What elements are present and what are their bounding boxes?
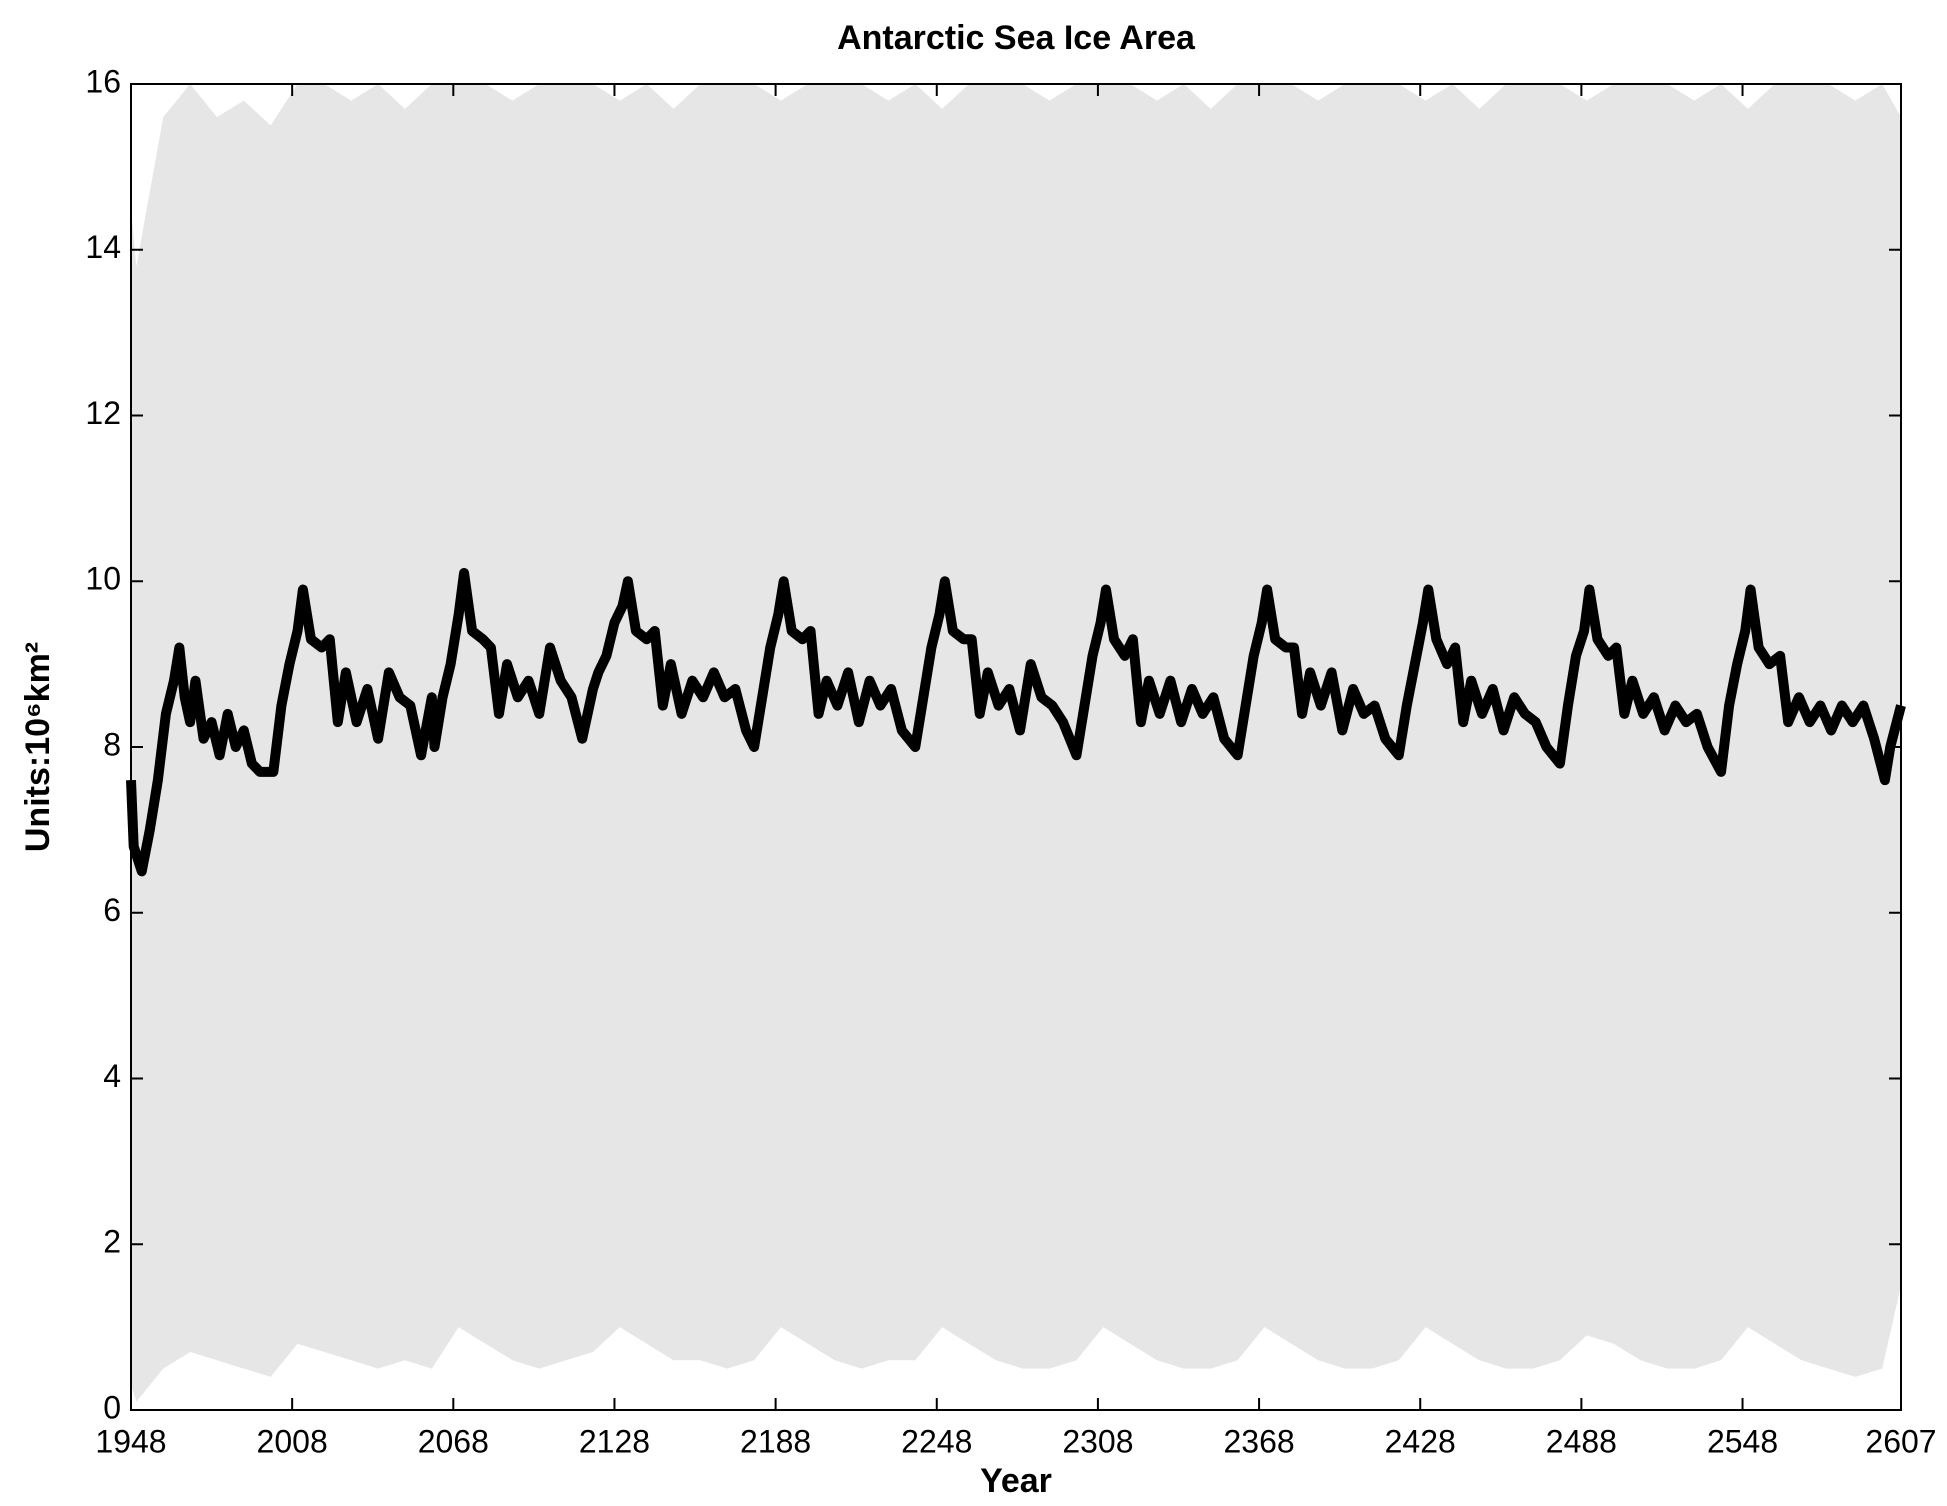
y-tick-label: 6 — [103, 892, 121, 928]
y-tick-label: 10 — [85, 561, 121, 597]
x-tick-label: 2188 — [740, 1423, 811, 1459]
x-tick-label: 1948 — [95, 1423, 166, 1459]
x-axis-label: Year — [980, 1462, 1052, 1500]
x-tick-label: 2368 — [1223, 1423, 1294, 1459]
x-tick-label: 2488 — [1546, 1423, 1617, 1459]
y-tick-label: 2 — [103, 1224, 121, 1260]
x-tick-label: 2248 — [901, 1423, 972, 1459]
chart-title: Antarctic Sea Ice Area — [837, 19, 1196, 57]
area — [131, 84, 1901, 1410]
x-tick-label: 2068 — [418, 1423, 489, 1459]
y-tick-label: 8 — [103, 726, 121, 762]
y-tick-label: 0 — [103, 1389, 121, 1425]
x-tick-label: 2428 — [1385, 1423, 1456, 1459]
area — [131, 1285, 1901, 1410]
y-axis-label: Units:10⁶km² — [19, 642, 57, 852]
y-tick-label: 16 — [85, 63, 121, 99]
y-tick-label: 14 — [85, 229, 121, 265]
x-tick-label: 2308 — [1062, 1423, 1133, 1459]
line — [126, 567, 1906, 877]
x-tick-label: 2128 — [579, 1423, 650, 1459]
x-tick-label: 2008 — [257, 1423, 328, 1459]
y-tick-label: 12 — [85, 395, 121, 431]
x-tick-label: 2548 — [1707, 1423, 1778, 1459]
y-tick-label: 4 — [103, 1058, 121, 1094]
x-tick-label: 2607 — [1865, 1423, 1936, 1459]
